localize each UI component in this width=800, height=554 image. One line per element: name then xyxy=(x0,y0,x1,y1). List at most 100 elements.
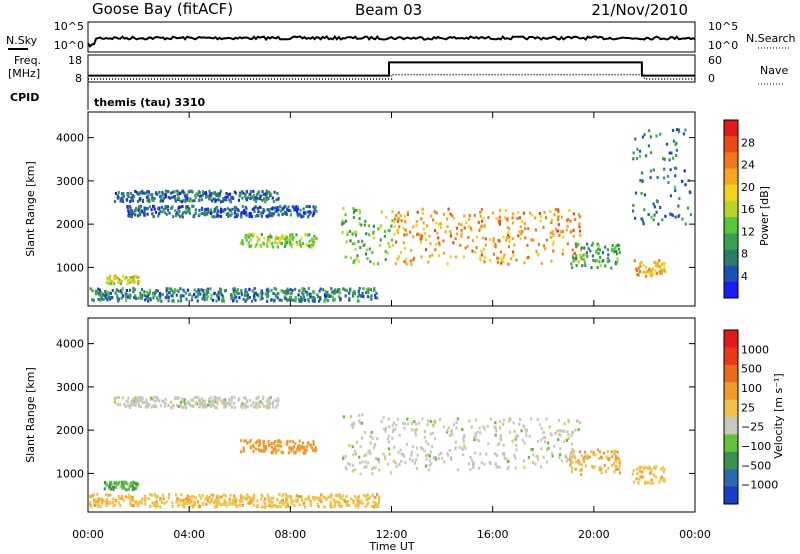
scatter-cell xyxy=(259,245,262,249)
scatter-cell xyxy=(482,425,485,429)
scatter-cell xyxy=(128,279,131,283)
scatter-cell xyxy=(652,473,655,477)
scatter-cell xyxy=(248,440,251,444)
scatter-cell xyxy=(540,465,543,469)
scatter-cell xyxy=(642,475,645,479)
scatter-cell xyxy=(352,215,355,219)
scatter-cell xyxy=(298,239,301,243)
scatter-cell xyxy=(128,296,131,300)
scatter-cell xyxy=(189,190,192,193)
scatter-cell xyxy=(652,202,655,206)
scatter-cell xyxy=(633,259,636,263)
scatter-cell xyxy=(474,432,477,436)
scatter-cell xyxy=(313,241,316,245)
scatter-cell xyxy=(276,245,279,249)
scatter-cell xyxy=(616,260,619,264)
scatter-cell xyxy=(322,288,325,292)
scatter-cell xyxy=(203,212,206,216)
scatter-cell xyxy=(674,174,677,178)
scatter-cell xyxy=(395,465,398,469)
scatter-cell xyxy=(201,494,204,498)
scatter-cell xyxy=(145,295,148,299)
scatter-cell xyxy=(570,230,573,234)
scatter-cell xyxy=(349,239,352,243)
scatter-cell xyxy=(274,206,277,210)
scatter-cell xyxy=(452,241,455,245)
scatter-cell xyxy=(357,240,360,244)
scatter-cell xyxy=(523,221,526,225)
scatter-cell xyxy=(617,467,620,471)
scatter-cell xyxy=(352,453,355,457)
scatter-cell xyxy=(489,259,492,263)
scatter-cell xyxy=(318,496,321,500)
scatter-cell xyxy=(267,397,270,401)
scatter-cell xyxy=(263,197,266,201)
scatter-cell xyxy=(506,225,509,229)
colorbar-tick-label: 4 xyxy=(741,270,748,283)
scatter-cell xyxy=(221,401,224,405)
scatter-cell xyxy=(132,480,135,484)
scatter-cell xyxy=(312,442,315,446)
scatter-cell xyxy=(466,244,469,248)
scatter-cell xyxy=(340,496,343,500)
scatter-cell xyxy=(284,235,288,238)
scatter-cell xyxy=(550,259,553,263)
scatter-cell xyxy=(402,226,405,230)
scatter-cell xyxy=(641,135,644,139)
scatter-cell xyxy=(160,205,164,209)
scatter-cell xyxy=(229,199,232,203)
scatter-cell xyxy=(161,292,164,296)
scatter-cell xyxy=(591,241,595,245)
scatter-cell xyxy=(136,192,139,196)
scatter-cell xyxy=(244,195,247,198)
scatter-cell xyxy=(586,454,589,458)
scatter-cell xyxy=(499,209,502,212)
scatter-cell xyxy=(455,421,458,425)
scatter-cell xyxy=(225,501,228,505)
scatter-cell xyxy=(182,504,185,508)
scatter-cell xyxy=(586,456,589,460)
scatter-cell xyxy=(296,243,299,247)
scatter-cell xyxy=(595,250,598,254)
scatter-cell xyxy=(403,247,407,250)
scatter-cell xyxy=(95,290,98,294)
nave-label: Nave xyxy=(760,64,788,77)
scatter-cell xyxy=(162,494,165,497)
x-tick-label: 00:00 xyxy=(72,528,104,541)
scatter-cell xyxy=(261,397,265,401)
scatter-cell xyxy=(133,288,137,292)
scatter-cell xyxy=(508,239,511,243)
scatter-cell xyxy=(171,195,174,199)
scatter-cell xyxy=(134,403,137,407)
scatter-cell xyxy=(636,147,639,151)
scatter-cell xyxy=(493,425,496,429)
scatter-cell xyxy=(98,288,101,292)
scatter-cell xyxy=(252,503,255,507)
scatter-cell xyxy=(111,500,114,504)
scatter-cell xyxy=(452,423,455,427)
scatter-cell xyxy=(176,289,179,293)
scatter-cell xyxy=(358,494,361,498)
scatter-cell xyxy=(429,432,432,436)
scatter-cell xyxy=(273,503,276,507)
scatter-cell xyxy=(391,423,394,427)
scatter-cell xyxy=(478,426,481,430)
scatter-cell xyxy=(105,296,108,300)
colorbar-swatch xyxy=(724,184,738,202)
scatter-cell xyxy=(352,501,355,505)
scatter-cell xyxy=(612,248,615,252)
scatter-cell xyxy=(243,293,246,297)
scatter-cell xyxy=(240,289,243,292)
scatter-cell xyxy=(283,297,287,300)
scatter-cell xyxy=(353,290,356,294)
scatter-cell xyxy=(303,445,306,449)
scatter-cell xyxy=(298,448,301,452)
scatter-cell xyxy=(497,256,500,260)
scatter-cell xyxy=(483,260,486,264)
scatter-cell xyxy=(271,245,274,249)
scatter-cell xyxy=(143,191,146,195)
scatter-cell xyxy=(145,290,148,294)
scatter-cell xyxy=(656,261,659,265)
scatter-cell xyxy=(602,451,606,455)
scatter-cell xyxy=(137,275,140,279)
